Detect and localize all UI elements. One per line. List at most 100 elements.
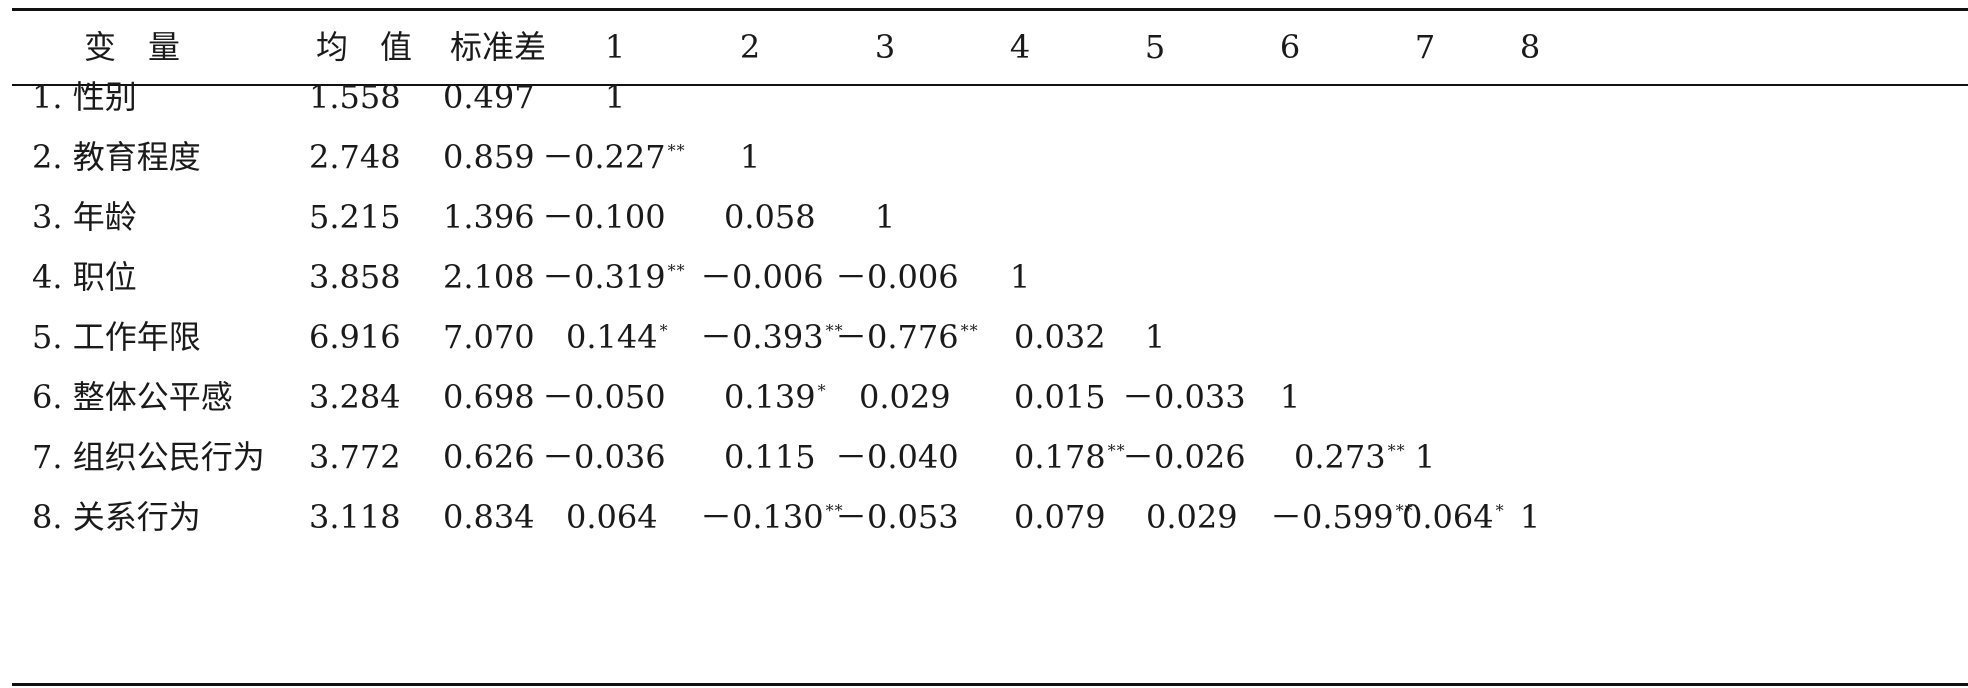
header-col-4: 4 bbox=[1009, 28, 1031, 66]
correlation-cell: －0.599 ** bbox=[1270, 497, 1414, 537]
correlation-value: 0.029 bbox=[1146, 498, 1238, 536]
correlation-cell: 1 bbox=[605, 77, 625, 117]
header-std-dev: 标准差 bbox=[449, 28, 547, 66]
correlation-value: 0.064 bbox=[1402, 498, 1494, 536]
correlation-value: －0.033 bbox=[1122, 378, 1246, 416]
correlation-cell: －0.006 bbox=[700, 257, 824, 297]
mean-value: 3.118 bbox=[309, 498, 401, 536]
variable-label: 1. 性别 bbox=[32, 78, 137, 116]
significance-marker: ** bbox=[960, 321, 979, 341]
correlation-value: 0.115 bbox=[724, 438, 816, 476]
correlation-cell: 0.064 * bbox=[1402, 497, 1505, 537]
correlation-cell: 0.032 bbox=[1014, 317, 1106, 357]
correlation-cell: 0.273 ** bbox=[1294, 437, 1406, 477]
correlation-cell: －0.036 bbox=[542, 437, 666, 477]
correlation-value: －0.050 bbox=[542, 378, 666, 416]
correlation-value: －0.319 bbox=[542, 258, 666, 296]
correlation-value: －0.227 bbox=[542, 138, 666, 176]
correlation-value: －0.040 bbox=[835, 438, 959, 476]
mean-value: 3.858 bbox=[309, 258, 401, 296]
correlation-value: 1 bbox=[1414, 438, 1436, 476]
mean-value: 3.772 bbox=[309, 438, 401, 476]
header-col-5: 5 bbox=[1144, 28, 1166, 66]
correlation-value: －0.053 bbox=[835, 498, 959, 536]
correlation-value: －0.776 bbox=[835, 318, 959, 356]
correlation-value: 1 bbox=[1009, 258, 1031, 296]
mean-value: 5.215 bbox=[309, 198, 401, 236]
correlation-cell: 0.178 ** bbox=[1014, 437, 1126, 477]
header-col-8: 8 bbox=[1519, 28, 1541, 66]
correlation-value: 1 bbox=[604, 78, 626, 116]
variable-label: 2. 教育程度 bbox=[32, 138, 201, 176]
correlation-cell: 0.058 bbox=[724, 197, 816, 237]
correlation-value: －0.100 bbox=[542, 198, 666, 236]
correlation-cell: －0.130 ** bbox=[700, 497, 844, 537]
correlation-cell: 0.029 bbox=[1146, 497, 1238, 537]
correlation-cell: －0.033 bbox=[1122, 377, 1246, 417]
correlation-value: －0.393 bbox=[700, 318, 824, 356]
correlation-table: 变 量 均 值标准差 1 2 3 4 5 6 7 8 1. 性别 1.558 0.497 1 2. 教育程… bbox=[12, 0, 1968, 688]
correlation-cell: 0.079 bbox=[1014, 497, 1106, 537]
significance-marker: ** bbox=[825, 501, 844, 521]
correlation-cell: －0.100 bbox=[542, 197, 666, 237]
correlation-value: －0.599 bbox=[1270, 498, 1394, 536]
mean-value: 3.284 bbox=[309, 378, 401, 416]
correlation-cell: －0.319 ** bbox=[542, 257, 686, 297]
significance-marker: * bbox=[817, 381, 827, 401]
variable-label: 4. 职位 bbox=[32, 258, 137, 296]
variable-label: 5. 工作年限 bbox=[32, 318, 201, 356]
table-header-rule bbox=[12, 84, 1968, 86]
correlation-value: －0.006 bbox=[835, 258, 959, 296]
correlation-value: 0.029 bbox=[859, 378, 951, 416]
correlation-value: 1 bbox=[1279, 378, 1301, 416]
significance-marker: * bbox=[1495, 501, 1505, 521]
table-bottom-rule bbox=[12, 683, 1968, 686]
correlation-cell: 0.144 * bbox=[566, 317, 669, 357]
correlation-cell: －0.393 ** bbox=[700, 317, 844, 357]
correlation-cell: －0.053 bbox=[835, 497, 959, 537]
table-top-rule bbox=[12, 8, 1968, 11]
sd-value: 0.497 bbox=[443, 78, 535, 116]
header-col-7: 7 bbox=[1414, 28, 1436, 66]
variable-label: 7. 组织公民行为 bbox=[32, 438, 265, 476]
correlation-cell: 1 bbox=[1145, 317, 1165, 357]
mean-value: 2.748 bbox=[309, 138, 401, 176]
variable-label: 8. 关系行为 bbox=[32, 498, 201, 536]
correlation-value: 0.064 bbox=[566, 498, 658, 536]
header-col-2: 2 bbox=[739, 28, 761, 66]
correlation-value: 0.178 bbox=[1014, 438, 1106, 476]
header-variable: 变 量 bbox=[83, 28, 181, 66]
header-mean: 均 值 bbox=[315, 28, 413, 66]
significance-marker: ** bbox=[1387, 441, 1406, 461]
correlation-cell: 0.029 bbox=[859, 377, 951, 417]
correlation-cell: 1 bbox=[1010, 257, 1030, 297]
correlation-value: 1 bbox=[1519, 498, 1541, 536]
significance-marker: ** bbox=[1395, 501, 1414, 521]
sd-value: 0.834 bbox=[443, 498, 535, 536]
sd-value: 1.396 bbox=[443, 198, 535, 236]
correlation-value: －0.026 bbox=[1122, 438, 1246, 476]
correlation-cell: －0.050 bbox=[542, 377, 666, 417]
correlation-value: －0.130 bbox=[700, 498, 824, 536]
sd-value: 0.626 bbox=[443, 438, 535, 476]
correlation-cell: 0.064 bbox=[566, 497, 658, 537]
correlation-cell: 1 bbox=[1415, 437, 1435, 477]
header-col-6: 6 bbox=[1279, 28, 1301, 66]
correlation-cell: 0.015 bbox=[1014, 377, 1106, 417]
header-col-1: 1 bbox=[604, 28, 626, 66]
sd-value: 0.859 bbox=[443, 138, 535, 176]
sd-value: 0.698 bbox=[443, 378, 535, 416]
correlation-value: 1 bbox=[874, 198, 896, 236]
significance-marker: ** bbox=[825, 321, 844, 341]
significance-marker: * bbox=[659, 321, 669, 341]
correlation-value: 0.079 bbox=[1014, 498, 1106, 536]
significance-marker: ** bbox=[1107, 441, 1126, 461]
correlation-value: 1 bbox=[1144, 318, 1166, 356]
correlation-value: 0.144 bbox=[566, 318, 658, 356]
mean-value: 6.916 bbox=[309, 318, 401, 356]
correlation-value: 0.139 bbox=[724, 378, 816, 416]
correlation-cell: －0.040 bbox=[835, 437, 959, 477]
correlation-cell: 0.115 bbox=[724, 437, 816, 477]
correlation-cell: 1 bbox=[740, 137, 760, 177]
correlation-cell: －0.776 ** bbox=[835, 317, 979, 357]
